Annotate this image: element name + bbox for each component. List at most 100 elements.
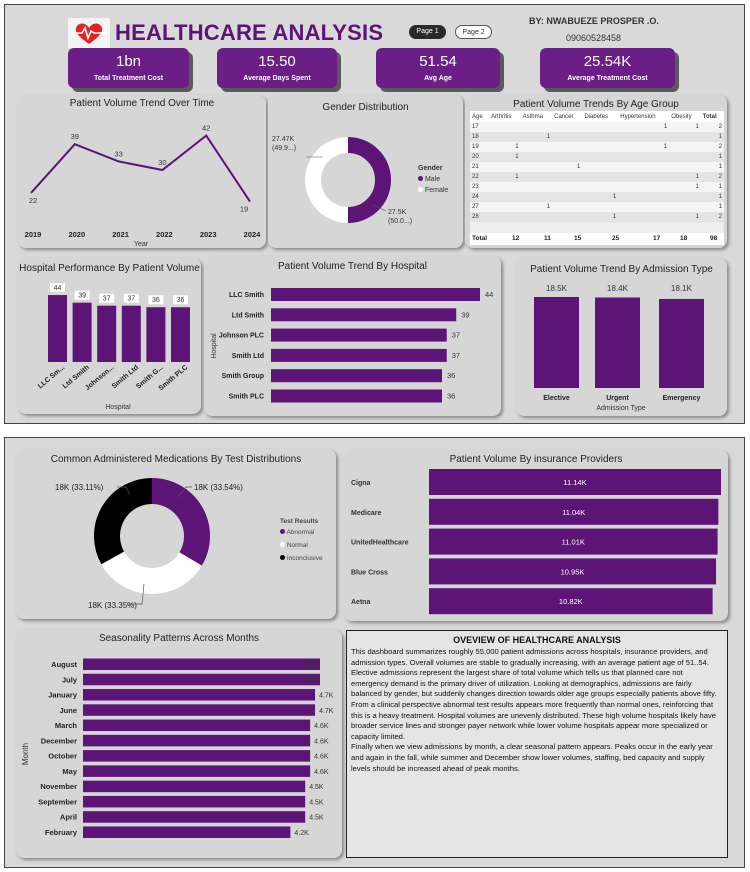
table-cell: 1: [612, 214, 617, 220]
table-header-cell[interactable]: Diabetes: [582, 111, 619, 122]
data-label: 22: [29, 196, 37, 205]
x-axis-title: Admission Type: [596, 405, 645, 412]
data-label: 11.01K: [562, 538, 585, 547]
table-header-row: Age Arthritis Asthma Cancer Diabetes Hyperten…: [470, 111, 724, 122]
data-label: 36: [447, 392, 455, 401]
y-tick-label: September: [38, 797, 77, 806]
table-header-cell[interactable]: Arthritis: [489, 111, 521, 122]
total-cell: 12: [512, 235, 520, 242]
data-label: 18.5K: [546, 284, 568, 293]
table-header-cell[interactable]: Total: [700, 111, 724, 122]
table-row: 24 1 1: [470, 192, 724, 202]
table-cell: [618, 172, 669, 182]
bar: [83, 811, 306, 823]
tab-page-1[interactable]: Page 1: [409, 25, 446, 39]
total-cell: 17: [653, 235, 661, 242]
gender-legend-male: Male: [418, 176, 440, 183]
table-cell: [521, 142, 553, 152]
chart-title: Patient Volume Trend By Hospital: [278, 261, 427, 272]
table-header-cell[interactable]: Cancer: [552, 111, 583, 122]
table-header-cell[interactable]: Obesity: [669, 111, 701, 122]
table-cell: [552, 212, 582, 222]
table-header-cell[interactable]: Age: [470, 111, 490, 122]
data-label: 18.1K: [671, 284, 693, 293]
data-label: 4.6K: [314, 738, 329, 745]
bar: [83, 734, 311, 747]
data-label: 18.4K: [607, 284, 629, 293]
bar: [83, 795, 306, 808]
medications-card: Common Administered Medications By Test …: [16, 449, 336, 619]
medications-donut-chart: 18K (33.54%) 18K (33.35%) 18K (33.11%): [55, 478, 243, 610]
data-label: 4.6K: [314, 723, 329, 730]
hospital-performance-card: Hospital Performance By Patient Volume 4…: [18, 258, 201, 414]
tab-page-2[interactable]: Page 2: [455, 25, 492, 39]
table-cell: 1: [546, 204, 551, 210]
table-cell: [618, 132, 669, 142]
y-axis-title: Month: [21, 743, 30, 765]
data-label: 11.14K: [563, 478, 586, 487]
gender-label-female: 27.47K (49.9...): [272, 136, 297, 152]
bar: [429, 498, 719, 525]
table-cell: [669, 162, 701, 172]
table-cell: [521, 212, 553, 222]
data-label: 19: [240, 205, 248, 214]
x-tick-label: Emergency: [663, 395, 701, 402]
bar: [595, 297, 640, 388]
table-cell: 1: [663, 124, 668, 130]
table-cell: 23: [472, 184, 479, 190]
gender-donut-chart: [305, 137, 391, 223]
data-label: 18K (33.11%): [55, 483, 104, 492]
chart-title: Common Administered Medications By Test …: [50, 454, 302, 465]
x-axis-title: Hospital: [105, 404, 131, 411]
donut-slice-abnormal: [151, 478, 210, 566]
age-matrix-table-wrap[interactable]: Age Arthritis Asthma Cancer Diabetes Hyperten…: [470, 111, 724, 245]
table-cell: [521, 122, 553, 132]
data-label: 44: [485, 290, 493, 299]
table-cell: 1: [718, 134, 722, 140]
table-cell: [582, 182, 618, 192]
hospital-trend-chart: 44 LLC Smith 39 Ltd Smith 37 Johnson PLC 37 Smi…: [211, 288, 493, 403]
overview-panel: OVEVIEW OF HEALTHCARE ANALYSIS This dash…: [346, 630, 728, 858]
table-row: 21 1 1: [470, 162, 724, 172]
table-cell: 20: [472, 154, 479, 160]
data-label: 4.7K: [319, 693, 334, 700]
kpi-average-days-spent: 15.50 Average Days Spent: [217, 48, 337, 88]
chart-title: Gender Distribution: [322, 102, 409, 113]
table-cell: 1: [515, 154, 519, 160]
data-label-bg: [74, 290, 90, 300]
table-cell: 1: [718, 184, 722, 190]
table-cell: [669, 132, 701, 142]
table-cell: [669, 142, 701, 152]
table-cell: [521, 182, 553, 192]
kpi-label: Avg Age: [424, 75, 452, 82]
table-cell: 1: [515, 144, 519, 150]
kpi-total-treatment-cost: 1bn Total Treatment Cost: [68, 48, 189, 88]
age-matrix-card: Patient Volume Trends By Age Group Age Ar…: [465, 95, 727, 248]
data-label: 18K (33.54%): [194, 483, 243, 492]
data-label: 4.7K: [319, 708, 334, 715]
legend-dot-icon: [280, 529, 285, 534]
table-header-cell[interactable]: Hypertension: [618, 111, 670, 122]
y-tick-label: Aetna: [351, 599, 371, 606]
bar: [83, 673, 320, 686]
insurance-card: Patient Volume By insurance Providers 11…: [344, 450, 728, 621]
total-cell: 18: [680, 235, 688, 242]
data-label-bg: [173, 295, 188, 305]
kpi-value: 1bn: [115, 53, 142, 70]
table-cell: [582, 122, 618, 132]
dashboard-title: HEALTHCARE ANALYSIS: [115, 20, 384, 45]
data-label: 37: [452, 331, 460, 340]
table-cell: [552, 182, 582, 192]
kpi-value: 25.54K: [583, 53, 632, 70]
table-cell: 1: [515, 174, 519, 180]
leader-line: [117, 486, 131, 496]
x-axis-title: Year: [134, 241, 149, 248]
table-header-cell[interactable]: Asthma: [520, 111, 553, 122]
y-tick-label: LLC Smith: [229, 292, 264, 299]
table-cell: [552, 142, 582, 152]
y-tick-label: Cigna: [351, 480, 371, 487]
overview-body-2: Finally when we view admissions by month…: [351, 742, 713, 773]
x-tick-label: 2023: [200, 230, 217, 239]
table-cell: 24: [472, 194, 479, 200]
